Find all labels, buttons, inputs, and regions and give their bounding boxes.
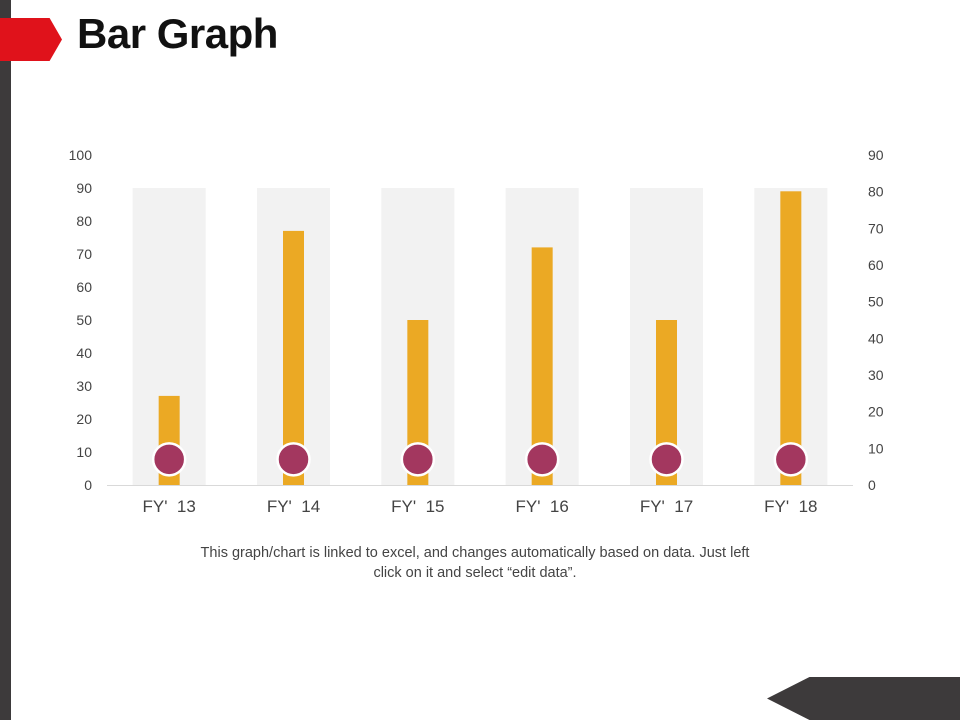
marker-point: [276, 442, 311, 477]
left-axis-tick-label: 50: [76, 312, 92, 328]
right-axis-tick-label: 50: [868, 294, 884, 310]
marker-point: [773, 442, 809, 477]
right-axis-tick-label: 40: [868, 330, 884, 346]
left-axis-tick-label: 100: [69, 147, 93, 163]
marker-point: [400, 442, 436, 477]
x-axis-category-label: FY' 15: [391, 497, 444, 516]
x-axis-category-label: FY' 16: [516, 497, 569, 516]
right-axis-tick-label: 10: [868, 440, 884, 456]
right-axis-tick-label: 60: [868, 257, 884, 273]
bar: [531, 247, 553, 485]
page-title: Bar Graph: [77, 10, 278, 57]
corner-arrow-shape: [767, 677, 960, 720]
right-axis-tick-label: 0: [868, 477, 876, 493]
left-axis-tick-label: 20: [76, 411, 92, 427]
chart-footnote: This graph/chart is linked to excel, and…: [200, 545, 750, 581]
x-axis-category-label: FY' 17: [640, 497, 693, 516]
left-axis-tick-label: 10: [76, 444, 92, 460]
x-axis-category-label: FY' 18: [764, 497, 817, 516]
x-axis-category-label: FY' 14: [267, 497, 320, 516]
left-axis-tick-label: 70: [76, 246, 92, 262]
right-axis-tick-label: 30: [868, 367, 884, 383]
left-axis-tick-label: 40: [76, 345, 92, 361]
marker-point: [524, 442, 560, 477]
right-axis-tick-label: 70: [868, 220, 884, 236]
bar: [780, 191, 802, 486]
left-axis-tick-label: 0: [84, 477, 92, 493]
marker-point: [649, 442, 684, 477]
x-axis-category-label: FY' 13: [143, 497, 196, 516]
right-axis-tick-label: 20: [868, 404, 884, 420]
right-axis-tick-label: 80: [868, 184, 884, 200]
left-axis-tick-label: 30: [76, 378, 92, 394]
right-axis-tick-label: 90: [868, 147, 884, 163]
marker-point: [151, 442, 187, 477]
left-axis-tick-label: 90: [76, 180, 92, 196]
bar: [283, 230, 304, 485]
left-axis-tick-label: 80: [76, 213, 92, 229]
left-axis-tick-label: 60: [76, 279, 92, 295]
title-arrow-shape: [0, 18, 62, 61]
left-accent-strip: [0, 0, 11, 720]
